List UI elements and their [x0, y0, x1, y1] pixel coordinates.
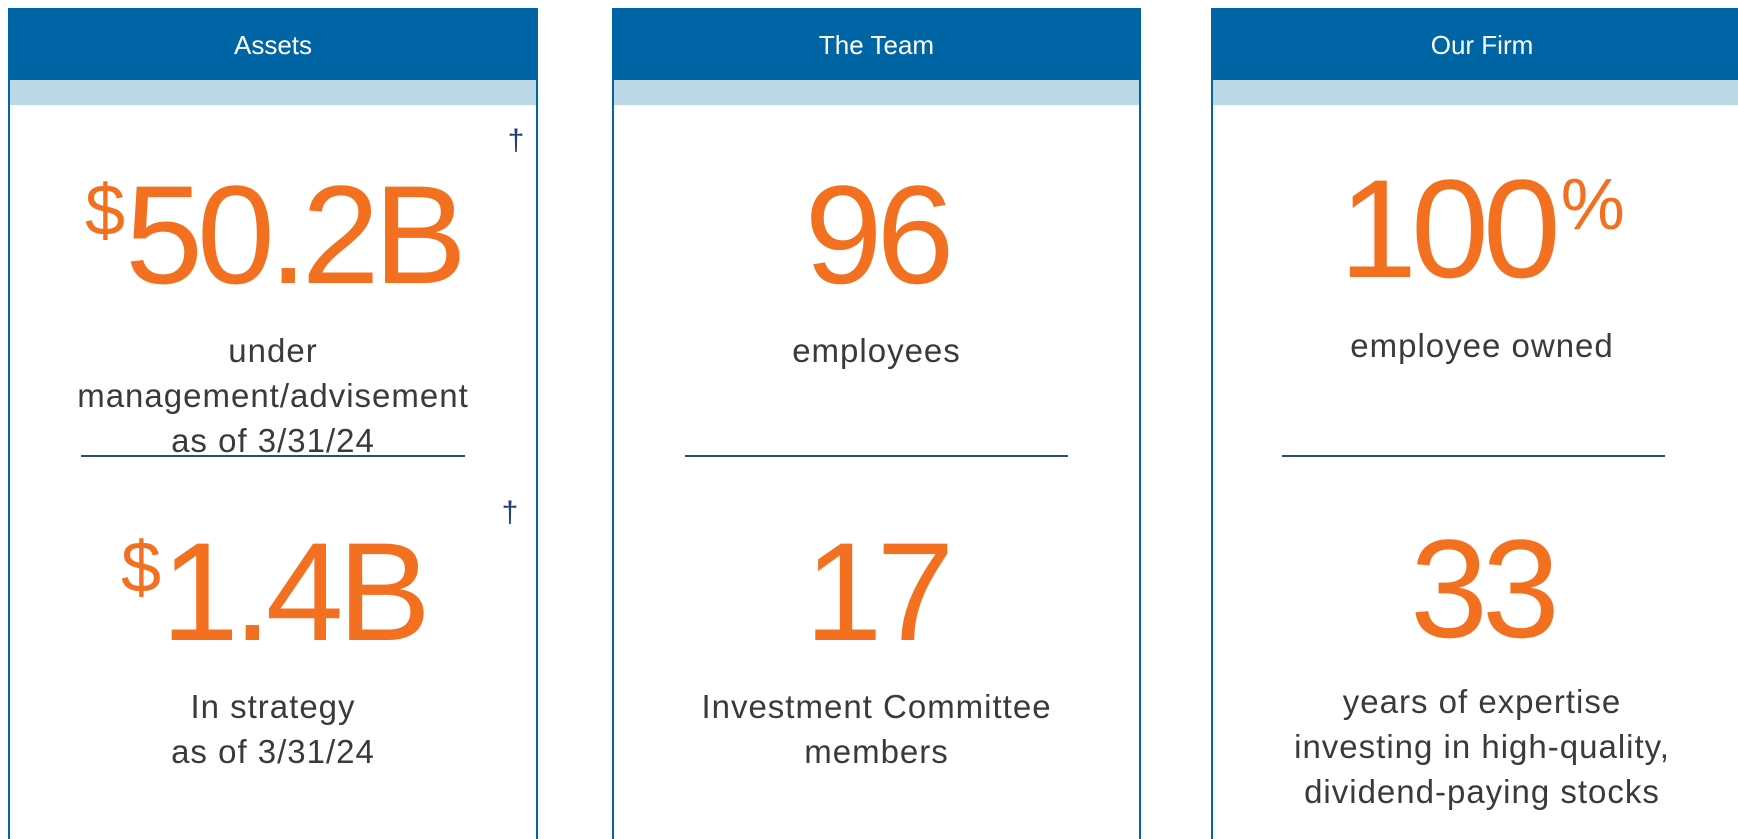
stat-caption: years of expertise — [1343, 683, 1621, 720]
card-title: Assets — [234, 30, 312, 60]
stat-caption: members — [804, 733, 949, 770]
stat-caption: dividend-paying stocks — [1304, 773, 1660, 810]
stat-value: 17 — [805, 513, 949, 670]
card: Assets $50.2B † under management/advisement a… — [8, 8, 538, 839]
stat-caption: Investment Committee — [701, 688, 1051, 725]
stat-caption: as of 3/31/24 — [171, 422, 375, 459]
stat-caption: employees — [792, 332, 961, 369]
footnote-mark: † — [508, 124, 525, 157]
stat-suffix: % — [1561, 165, 1625, 245]
stat-number: 17 — [805, 513, 949, 670]
card-frame — [612, 8, 1141, 839]
stat-number: 1.4B — [161, 513, 425, 670]
card-header — [613, 9, 1140, 80]
stat-caption: investing in high-quality, — [1294, 728, 1670, 765]
stat-number: 100 — [1339, 150, 1556, 307]
card-frame — [8, 8, 538, 839]
stat-prefix: $ — [85, 171, 125, 251]
card-title: The Team — [819, 30, 934, 60]
stat-value: 33 — [1410, 510, 1554, 667]
card: The Team 96 employees 17 Investment Committe… — [612, 8, 1141, 839]
card-header — [1212, 9, 1738, 80]
stat-number: 33 — [1410, 510, 1554, 667]
header-band — [1213, 80, 1738, 105]
stat-value: 96 — [805, 156, 949, 313]
footnote-mark: † — [502, 496, 519, 529]
stat-caption: In strategy — [190, 688, 355, 725]
stat-caption: as of 3/31/24 — [171, 733, 375, 770]
stat-value: $50.2B — [85, 156, 461, 313]
stat-number: 96 — [805, 156, 949, 313]
card-frame — [1211, 8, 1738, 839]
card-title: Our Firm — [1431, 30, 1534, 60]
header-band — [10, 80, 536, 105]
stat-caption: management/advisement — [77, 377, 469, 414]
card: Our Firm 100% employee owned 33 years of exp… — [1211, 8, 1738, 839]
header-band — [614, 80, 1139, 105]
card-header — [9, 9, 537, 80]
stat-number: 50.2B — [125, 156, 461, 313]
stat-caption: under — [228, 332, 317, 369]
stat-value: 100% — [1339, 150, 1625, 307]
stat-caption: employee owned — [1350, 327, 1614, 364]
stat-prefix: $ — [121, 528, 161, 608]
stat-value: $1.4B — [121, 513, 425, 670]
